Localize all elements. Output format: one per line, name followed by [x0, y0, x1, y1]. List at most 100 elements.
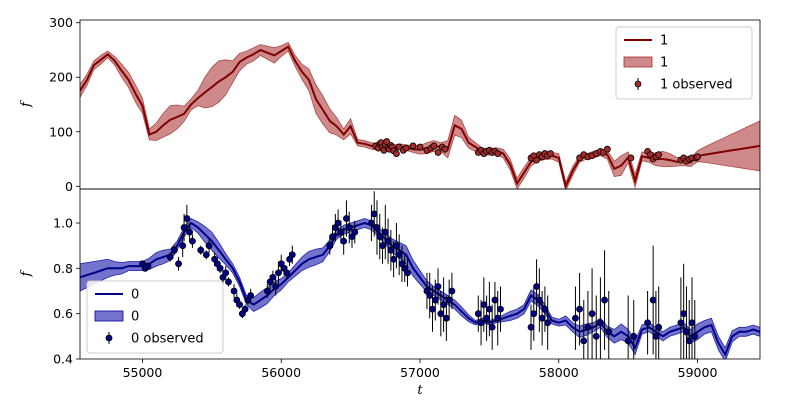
top-observed-point — [434, 149, 442, 156]
bottom-observed-point — [440, 301, 447, 309]
bottom-observed-point — [183, 215, 191, 222]
bottom-observed-point — [580, 337, 588, 345]
bottom-observed-point — [345, 224, 353, 231]
top-observed-point — [603, 145, 611, 153]
bottom-observed-point — [283, 269, 291, 277]
bottom-observed-point — [649, 296, 657, 304]
bottom-plot-area — [80, 191, 760, 359]
bottom-y-tick-label: 1.0 — [53, 216, 73, 231]
bottom-observed-point — [448, 287, 456, 295]
bottom-observed-point — [541, 305, 549, 313]
bottom-observed-point — [337, 228, 345, 236]
top-observed-point — [402, 144, 410, 152]
bottom-observed-point — [186, 228, 194, 236]
bottom-observed-point — [576, 305, 583, 313]
bottom-observed-point — [216, 264, 224, 272]
bottom-observed-point — [384, 237, 392, 245]
top-observed-point — [430, 142, 438, 150]
bottom-observed-point — [329, 233, 336, 241]
bottom-observed-point — [691, 332, 699, 340]
bottom-observed-point — [390, 255, 398, 263]
bottom-observed-point — [680, 310, 688, 318]
bottom-observed-point — [368, 219, 375, 227]
top-observed-point — [694, 153, 701, 161]
bottom-observed-point — [269, 273, 277, 281]
top-observed-point — [393, 150, 400, 157]
bottom-observed-point — [431, 296, 439, 304]
bottom-y-tick-label: 0.8 — [53, 261, 73, 276]
bottom-observed-point — [601, 296, 608, 304]
bottom-observed-point — [597, 319, 604, 327]
bottom-observed-point — [683, 328, 690, 336]
bottom-observed-point — [685, 337, 693, 345]
top-legend-label: 1 observed — [660, 78, 733, 93]
bottom-observed-point — [624, 337, 632, 345]
top-legend-label: 1 — [660, 56, 668, 71]
top-y-tick-label: 300 — [49, 15, 73, 30]
bottom-observed-point — [652, 332, 660, 340]
bottom-y-ticks: 0.4 0.6 0.8 1.0 — [53, 216, 80, 367]
bottom-observed-point — [205, 242, 213, 250]
bottom-observed-point — [527, 323, 535, 331]
top-observed-point — [627, 154, 635, 162]
bottom-observed-point — [445, 296, 453, 304]
bottom-observed-point — [225, 278, 232, 286]
bottom-observed-point — [491, 296, 499, 304]
bottom-observed-point — [180, 224, 188, 231]
bottom-observed-point — [381, 228, 389, 236]
x-axis-label: t — [417, 383, 423, 398]
bottom-observed-point — [592, 332, 600, 340]
bottom-observed-point — [655, 323, 663, 331]
x-tick-label: 56000 — [261, 365, 301, 380]
bottom-observed-point — [236, 301, 243, 309]
bottom-observed-point — [644, 319, 651, 327]
top-observed-point — [441, 145, 449, 153]
top-observed-point — [655, 151, 663, 159]
bottom-observed-point — [488, 323, 496, 331]
bottom-observed-point — [179, 242, 187, 250]
bottom-observed-point — [584, 323, 592, 331]
bottom-observed-point — [688, 319, 696, 327]
bottom-legend-band-swatch — [94, 310, 124, 322]
bottom-observed-point — [222, 269, 230, 277]
bottom-observed-point — [272, 283, 280, 290]
bottom-observed-point — [263, 287, 271, 295]
top-observed-point — [416, 143, 424, 151]
bottom-observed-point — [544, 319, 552, 327]
top-panel: 0 100 200 300 f 1 1 1 observed — [19, 15, 761, 194]
bottom-observed-point — [533, 283, 540, 290]
bottom-observed-point — [247, 292, 255, 299]
bottom-observed-point — [497, 305, 504, 313]
bottom-observed-point — [605, 328, 613, 336]
bottom-observed-point — [340, 237, 348, 245]
bottom-observed-point — [144, 262, 152, 270]
bottom-legend: 0 0 0 observed — [86, 280, 224, 354]
bottom-observed-point — [326, 242, 334, 250]
bottom-observed-point — [343, 215, 350, 222]
bottom-legend-label: 0 — [131, 310, 139, 325]
bottom-observed-point — [202, 251, 210, 259]
x-tick-label: 57000 — [400, 365, 440, 380]
bottom-observed-point — [197, 246, 205, 254]
bottom-legend-label: 0 observed — [131, 332, 204, 347]
bottom-observed-point — [480, 301, 488, 309]
bottom-observed-point — [404, 269, 411, 277]
bottom-observed-point — [426, 292, 434, 299]
bottom-observed-point — [434, 283, 442, 290]
bottom-observed-point — [477, 319, 485, 327]
bottom-y-axis-label: f — [19, 269, 34, 277]
bottom-observed-point — [334, 219, 342, 227]
bottom-observed-point — [189, 237, 196, 245]
top-y-tick-label: 100 — [49, 124, 73, 139]
bottom-observed-point — [530, 310, 538, 318]
top-y-ticks: 0 100 200 300 — [49, 15, 80, 194]
bottom-observed-point — [288, 251, 296, 259]
top-plot-area — [80, 41, 760, 189]
bottom-observed-point — [535, 296, 543, 304]
x-tick-label: 59000 — [678, 365, 718, 380]
bottom-observed-point — [393, 242, 400, 250]
bottom-observed-point — [588, 310, 596, 318]
bottom-observed-point — [275, 269, 282, 277]
bottom-observed-point — [677, 319, 685, 327]
top-observed-point — [533, 156, 540, 164]
